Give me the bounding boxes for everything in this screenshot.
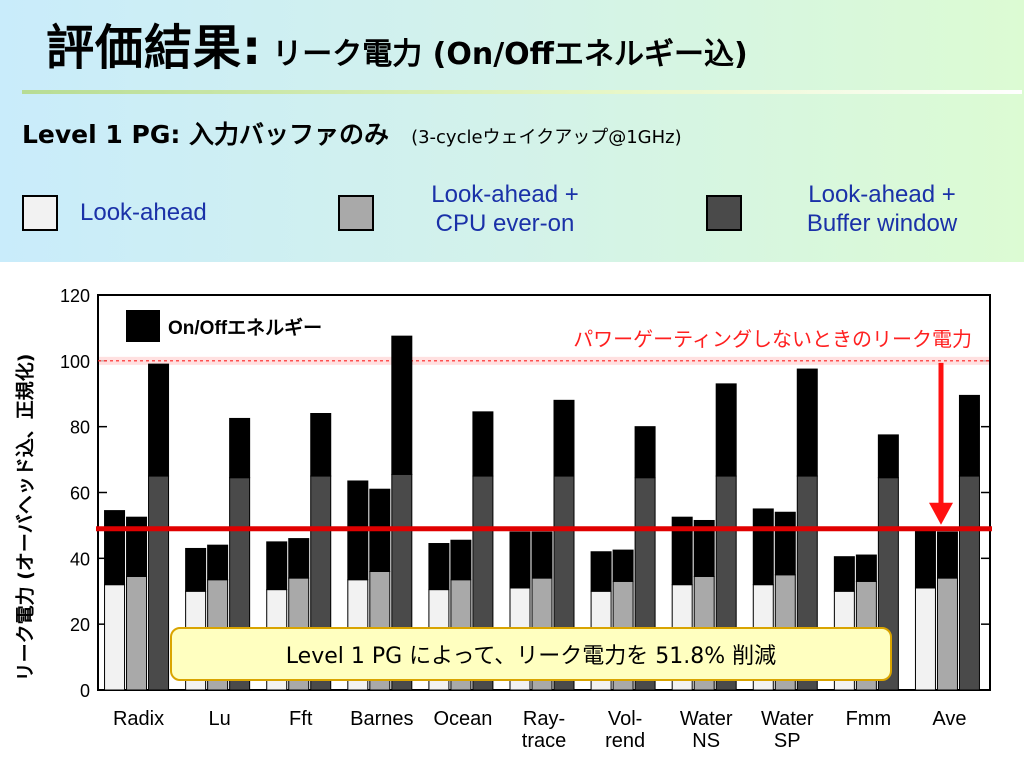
legend-label-look-ahead: Look-ahead bbox=[80, 199, 207, 226]
bar-onoff bbox=[774, 511, 796, 576]
bar-onoff bbox=[936, 531, 958, 579]
reduction-arrow-head bbox=[929, 502, 953, 525]
bar-leakage bbox=[148, 475, 170, 691]
bar-onoff bbox=[958, 394, 980, 477]
y-tick-label: 40 bbox=[70, 549, 90, 569]
bar-onoff bbox=[288, 538, 310, 579]
legend-label-cpu-ever-on: Look-ahead + CPU ever-on bbox=[431, 181, 579, 237]
bar-onoff bbox=[104, 510, 126, 586]
slide-subtitle: Level 1 PG: 入力バッファのみ (3-cycleウェイクアップ@1GHz… bbox=[22, 115, 682, 151]
y-tick-label: 60 bbox=[70, 484, 90, 504]
subtitle-note: (3-cycleウェイクアップ@1GHz) bbox=[411, 127, 682, 148]
y-tick-label: 0 bbox=[80, 681, 90, 701]
bar-onoff bbox=[671, 516, 693, 586]
y-tick-label: 80 bbox=[70, 418, 90, 438]
bar-onoff bbox=[450, 539, 472, 581]
header-background bbox=[0, 0, 1024, 262]
bar-leakage bbox=[126, 575, 148, 691]
bar-onoff bbox=[877, 434, 899, 479]
x-tick-label: Barnes bbox=[350, 708, 413, 730]
x-tick-label: Vol- bbox=[608, 708, 642, 730]
legend-swatch-buffer-window bbox=[706, 195, 742, 231]
y-tick-label: 120 bbox=[60, 286, 90, 306]
bar-onoff bbox=[509, 531, 531, 589]
onoff-legend-swatch bbox=[126, 310, 160, 342]
bar-leakage bbox=[914, 587, 936, 691]
bar-onoff bbox=[391, 335, 413, 475]
title-underline bbox=[22, 90, 1022, 94]
bar-onoff bbox=[612, 549, 634, 582]
bar-chart: 0 20 40 60 80 100 120 Radix Lu Fft Barnes Ocean Ray-… bbox=[60, 286, 992, 752]
legend-swatch-look-ahead bbox=[22, 195, 58, 231]
reference-line-label: パワーゲーティングしないときのリーク電力 bbox=[573, 328, 972, 351]
bar-onoff bbox=[148, 363, 170, 477]
x-tick-label: rend bbox=[605, 730, 645, 752]
bar-onoff bbox=[531, 531, 553, 579]
bar-onoff bbox=[715, 383, 737, 477]
bar-onoff bbox=[833, 556, 855, 592]
x-tick-label: Fft bbox=[289, 708, 313, 730]
bar-onoff bbox=[472, 411, 494, 477]
x-tick-label: Ave bbox=[932, 708, 966, 730]
subtitle-main: Level 1 PG: 入力バッファのみ bbox=[22, 120, 390, 149]
bar-onoff bbox=[914, 528, 936, 589]
bar-leakage bbox=[936, 577, 958, 691]
x-tick-label: Radix bbox=[113, 708, 164, 730]
bar-onoff bbox=[634, 426, 656, 479]
x-tick-label: trace bbox=[522, 730, 566, 752]
bar-onoff bbox=[553, 399, 575, 477]
bar-onoff bbox=[229, 417, 251, 479]
bar-onoff bbox=[185, 547, 207, 592]
x-tick-label: Lu bbox=[209, 708, 231, 730]
x-tick-label: Fmm bbox=[846, 708, 892, 730]
x-tick-label: Ocean bbox=[433, 708, 492, 730]
x-tick-label: Water bbox=[680, 708, 733, 730]
bar-onoff bbox=[590, 551, 612, 592]
x-tick-label: NS bbox=[692, 730, 720, 752]
y-tick-label: 20 bbox=[70, 615, 90, 635]
bar-leakage bbox=[104, 584, 126, 691]
bar-onoff bbox=[693, 519, 715, 577]
result-callout: Level 1 PG によって、リーク電力を 51.8% 削減 bbox=[170, 627, 892, 681]
title-sub: リーク電力 (On/Offエネルギー込) bbox=[272, 37, 748, 72]
slide-title: 評価結果: リーク電力 (On/Offエネルギー込) bbox=[46, 8, 748, 88]
legend-swatch-cpu-ever-on bbox=[338, 195, 374, 231]
x-tick-label: Ray- bbox=[523, 708, 565, 730]
x-tick-label: SP bbox=[774, 730, 801, 752]
bar-onoff bbox=[796, 368, 818, 477]
bar-onoff bbox=[752, 508, 774, 586]
bar-onoff bbox=[207, 544, 229, 581]
bar-onoff bbox=[855, 554, 877, 582]
onoff-legend-label: On/Offエネルギー bbox=[168, 317, 322, 339]
y-tick-label: 100 bbox=[60, 352, 90, 372]
bar-onoff bbox=[126, 516, 148, 577]
title-main: 評価結果: bbox=[46, 20, 263, 76]
bar-onoff bbox=[266, 541, 288, 591]
bar-onoff bbox=[310, 413, 332, 477]
bar-leakage bbox=[958, 475, 980, 691]
legend-label-buffer-window: Look-ahead + Buffer window bbox=[806, 181, 958, 237]
x-tick-label: Water bbox=[761, 708, 814, 730]
bar-onoff bbox=[428, 543, 450, 591]
